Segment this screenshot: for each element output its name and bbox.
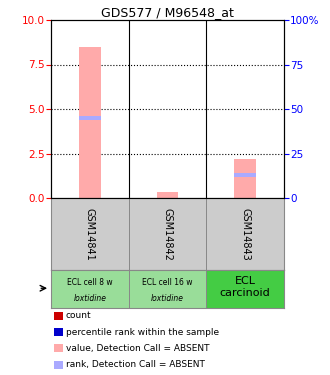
Bar bbox=[129, 270, 206, 308]
Bar bbox=[206, 198, 284, 270]
Bar bbox=[54, 361, 63, 369]
Bar bbox=[51, 198, 129, 270]
Bar bbox=[206, 270, 284, 308]
Text: ECL cell 16 w: ECL cell 16 w bbox=[142, 278, 193, 286]
Bar bbox=[54, 345, 63, 352]
Bar bbox=[234, 173, 256, 177]
Title: GDS577 / M96548_at: GDS577 / M96548_at bbox=[101, 6, 234, 19]
Bar bbox=[79, 47, 101, 198]
Bar bbox=[54, 312, 63, 320]
Bar bbox=[157, 192, 178, 198]
Text: ECL cell 8 w: ECL cell 8 w bbox=[67, 278, 113, 286]
Bar bbox=[79, 116, 101, 120]
Text: loxtidine: loxtidine bbox=[151, 294, 184, 303]
Text: rank, Detection Call = ABSENT: rank, Detection Call = ABSENT bbox=[66, 360, 205, 369]
Text: ECL
carcinoid: ECL carcinoid bbox=[220, 276, 270, 298]
Text: GSM14842: GSM14842 bbox=[162, 208, 173, 260]
Bar bbox=[51, 270, 129, 308]
Bar bbox=[54, 328, 63, 336]
Text: count: count bbox=[66, 311, 92, 320]
Text: percentile rank within the sample: percentile rank within the sample bbox=[66, 328, 219, 337]
Text: GSM14843: GSM14843 bbox=[240, 208, 250, 260]
Text: value, Detection Call = ABSENT: value, Detection Call = ABSENT bbox=[66, 344, 210, 353]
Text: GSM14841: GSM14841 bbox=[85, 208, 95, 260]
Bar bbox=[234, 159, 256, 198]
Text: loxtidine: loxtidine bbox=[73, 294, 106, 303]
Bar bbox=[129, 198, 206, 270]
